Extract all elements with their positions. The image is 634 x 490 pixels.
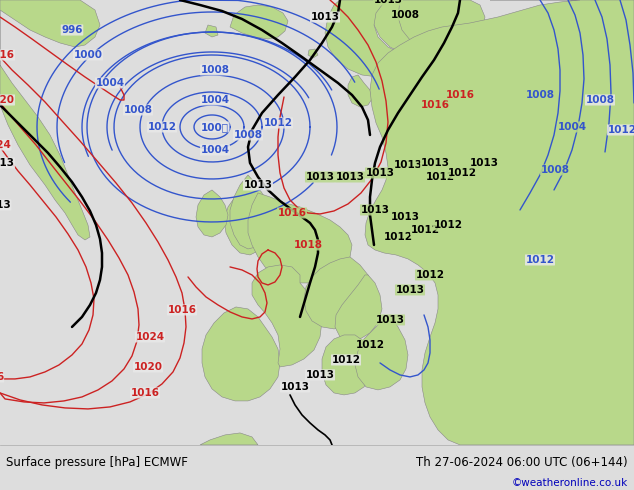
Text: 6: 6 — [0, 372, 4, 382]
Text: 1020: 1020 — [134, 362, 162, 372]
Text: 1012: 1012 — [415, 270, 444, 280]
Text: 1016: 1016 — [420, 100, 450, 110]
Text: 013: 013 — [0, 200, 11, 210]
Text: 1004: 1004 — [200, 95, 230, 105]
Polygon shape — [304, 257, 374, 329]
Text: 1016: 1016 — [167, 305, 197, 315]
Text: 1008: 1008 — [526, 90, 555, 100]
Text: Th 27-06-2024 06:00 UTC (06+144): Th 27-06-2024 06:00 UTC (06+144) — [416, 456, 628, 468]
Text: 1013: 1013 — [394, 160, 422, 170]
Text: 1008: 1008 — [124, 105, 153, 115]
Polygon shape — [325, 0, 420, 77]
Text: 1013: 1013 — [306, 370, 335, 380]
Text: 996: 996 — [61, 25, 83, 35]
Text: 1012: 1012 — [425, 172, 455, 182]
Text: 1016: 1016 — [0, 50, 15, 60]
Polygon shape — [322, 335, 372, 395]
Text: 1013: 1013 — [373, 0, 403, 5]
Text: 1000: 1000 — [74, 50, 103, 60]
Text: ©weatheronline.co.uk: ©weatheronline.co.uk — [512, 478, 628, 488]
Polygon shape — [248, 193, 352, 283]
Text: 1004: 1004 — [200, 145, 230, 155]
Text: 1016: 1016 — [278, 208, 306, 218]
Polygon shape — [308, 49, 318, 58]
Polygon shape — [374, 57, 465, 153]
Polygon shape — [372, 0, 460, 55]
Text: 100: 100 — [201, 122, 229, 132]
Polygon shape — [252, 265, 322, 367]
Text: 1012: 1012 — [332, 355, 361, 365]
Text: 1013: 1013 — [335, 172, 365, 182]
Polygon shape — [0, 0, 90, 240]
Text: 1012: 1012 — [434, 220, 462, 230]
Text: 1012: 1012 — [384, 232, 413, 242]
Text: 1013: 1013 — [0, 158, 15, 168]
Polygon shape — [0, 0, 100, 47]
Polygon shape — [200, 433, 258, 445]
Text: 1016: 1016 — [131, 388, 160, 398]
Polygon shape — [196, 190, 228, 237]
Polygon shape — [230, 5, 288, 39]
Polygon shape — [202, 307, 280, 401]
Text: 1018: 1018 — [294, 240, 323, 250]
Text: 1012: 1012 — [148, 122, 176, 132]
Polygon shape — [205, 25, 218, 37]
Text: 1013: 1013 — [280, 382, 309, 392]
Text: 1013: 1013 — [306, 172, 335, 182]
Text: 1012: 1012 — [448, 168, 477, 178]
Text: 1008: 1008 — [391, 10, 420, 20]
Polygon shape — [355, 315, 408, 390]
Text: 1008: 1008 — [541, 165, 569, 175]
Text: 1012: 1012 — [356, 340, 384, 350]
Text: 024: 024 — [0, 140, 11, 150]
Text: 1013: 1013 — [361, 205, 389, 215]
Polygon shape — [348, 75, 372, 107]
Text: 1020: 1020 — [0, 95, 15, 105]
Text: 1004: 1004 — [96, 78, 124, 88]
Text: 1013: 1013 — [365, 168, 394, 178]
Polygon shape — [365, 0, 634, 445]
Polygon shape — [230, 175, 272, 249]
Text: 1012: 1012 — [526, 255, 555, 265]
Text: 1008: 1008 — [233, 130, 262, 140]
Text: Surface pressure [hPa] ECMWF: Surface pressure [hPa] ECMWF — [6, 456, 188, 468]
Text: 1012: 1012 — [264, 118, 292, 128]
Text: 1013: 1013 — [243, 180, 273, 190]
Text: 1013: 1013 — [391, 212, 420, 222]
Text: 1012: 1012 — [410, 225, 439, 235]
Text: 1012: 1012 — [607, 125, 634, 135]
Text: 1013: 1013 — [470, 158, 498, 168]
Text: 1008: 1008 — [200, 65, 230, 75]
Text: 1008: 1008 — [586, 95, 614, 105]
Text: 1016: 1016 — [446, 90, 474, 100]
Polygon shape — [398, 0, 485, 51]
Polygon shape — [224, 190, 272, 255]
Text: 1013: 1013 — [311, 12, 339, 22]
Polygon shape — [335, 275, 382, 341]
Text: 1013: 1013 — [396, 285, 425, 295]
Text: 1024: 1024 — [136, 332, 165, 342]
Text: 1004: 1004 — [557, 122, 586, 132]
Text: 1013: 1013 — [375, 315, 404, 325]
Text: 1013: 1013 — [420, 158, 450, 168]
